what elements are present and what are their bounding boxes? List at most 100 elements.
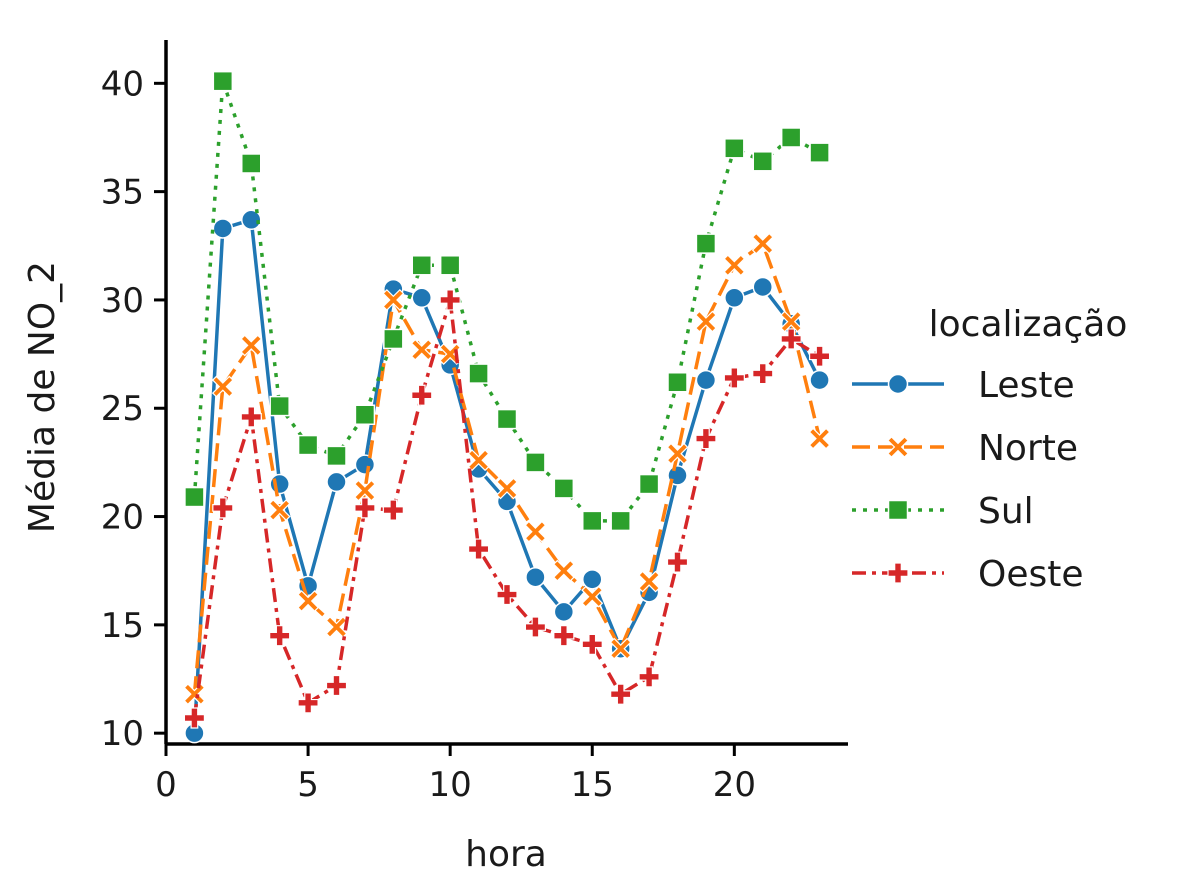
data-point: [638, 473, 660, 495]
data-point: [354, 454, 376, 475]
data-point: [581, 585, 604, 608]
data-point: [240, 334, 263, 357]
data-point: [183, 707, 206, 729]
data-point: [752, 276, 773, 298]
data-point: [354, 497, 376, 519]
data-point: [780, 310, 803, 333]
legend-entry-norte: Norte: [852, 428, 1078, 469]
data-point: [525, 566, 546, 588]
series-line-sul: [192, 79, 821, 523]
data-point: [411, 384, 433, 406]
legend-marker: [887, 562, 909, 584]
x-ticks: 0 5 10 15 20: [155, 744, 756, 805]
data-point: [524, 520, 547, 543]
data-point: [724, 138, 745, 159]
data-point: [297, 590, 320, 612]
data-point: [553, 625, 575, 647]
data-point: [582, 569, 603, 590]
data-point: [353, 479, 376, 502]
series-line-oeste: [192, 298, 821, 719]
series-sul: [184, 70, 830, 532]
data-point: [809, 142, 830, 163]
data-point: [411, 287, 432, 309]
data-point: [666, 551, 689, 573]
data-point: [694, 310, 717, 333]
data-point: [268, 499, 291, 522]
y-tick-label: 30: [101, 281, 144, 321]
data-point: [439, 255, 461, 276]
data-point: [496, 477, 518, 500]
data-point: [724, 287, 745, 309]
data-point: [297, 692, 319, 714]
data-point: [325, 674, 348, 697]
data-point: [553, 478, 575, 499]
legend-label: Sul: [978, 491, 1034, 532]
data-point: [667, 372, 688, 393]
legend-entry-oeste: Oeste: [852, 554, 1084, 595]
data-point: [183, 683, 206, 706]
series-oeste: [183, 289, 831, 729]
x-tick-label: 0: [155, 765, 177, 805]
y-axis-label: Média de NO_2: [22, 261, 63, 533]
data-point: [780, 328, 802, 350]
data-point: [211, 375, 234, 398]
data-point: [752, 362, 774, 385]
data-point: [666, 442, 689, 465]
data-point: [610, 683, 632, 705]
legend-entry-sul: Sul: [852, 491, 1034, 532]
x-tick-label: 5: [297, 765, 319, 805]
y-tick-label: 20: [101, 498, 144, 538]
y-tick-label: 25: [101, 389, 144, 429]
data-point: [525, 452, 546, 473]
data-point: [553, 601, 575, 623]
x-axis-label: hora: [465, 834, 547, 875]
data-point: [240, 406, 262, 428]
data-point: [496, 583, 518, 606]
y-tick-label: 10: [101, 714, 144, 754]
data-point: [467, 449, 490, 472]
data-point: [609, 637, 632, 660]
data-point: [751, 232, 774, 255]
y-ticks: 10 15 20 25 30 35 40: [101, 64, 166, 754]
data-point: [809, 369, 830, 391]
data-point: [269, 625, 291, 647]
x-tick-label: 10: [429, 765, 472, 805]
data-point: [354, 404, 376, 425]
data-point: [808, 345, 831, 367]
legend: localização Leste Norte Sul Oeste: [852, 304, 1127, 595]
data-point: [723, 254, 746, 277]
legend-label: Norte: [978, 428, 1078, 469]
data-point: [552, 559, 575, 582]
data-point: [638, 666, 660, 688]
x-tick-label: 20: [713, 765, 756, 805]
data-point: [212, 218, 234, 239]
legend-label: Oeste: [978, 554, 1084, 595]
data-point: [212, 497, 234, 519]
data-point: [383, 328, 404, 350]
data-point: [638, 570, 661, 593]
data-point: [610, 510, 631, 532]
data-point: [325, 616, 348, 638]
data-point: [411, 255, 432, 276]
data-point: [468, 363, 489, 384]
data-point: [297, 434, 319, 456]
legend-marker: [887, 373, 909, 395]
series-line-norte: [192, 241, 822, 695]
plot-area: [183, 70, 831, 744]
data-point: [212, 70, 234, 92]
data-point: [695, 233, 717, 254]
data-point: [524, 616, 547, 638]
data-point: [326, 445, 347, 467]
data-point: [382, 288, 405, 311]
data-point: [752, 151, 773, 172]
y-tick-label: 35: [101, 173, 144, 213]
legend-entry-leste: Leste: [852, 365, 1075, 406]
legend-label: Leste: [978, 365, 1075, 406]
series-leste: [184, 209, 830, 744]
data-point: [695, 369, 717, 391]
data-point: [582, 510, 603, 532]
data-point: [269, 473, 290, 495]
data-point: [808, 427, 831, 450]
legend-marker: [887, 436, 909, 458]
